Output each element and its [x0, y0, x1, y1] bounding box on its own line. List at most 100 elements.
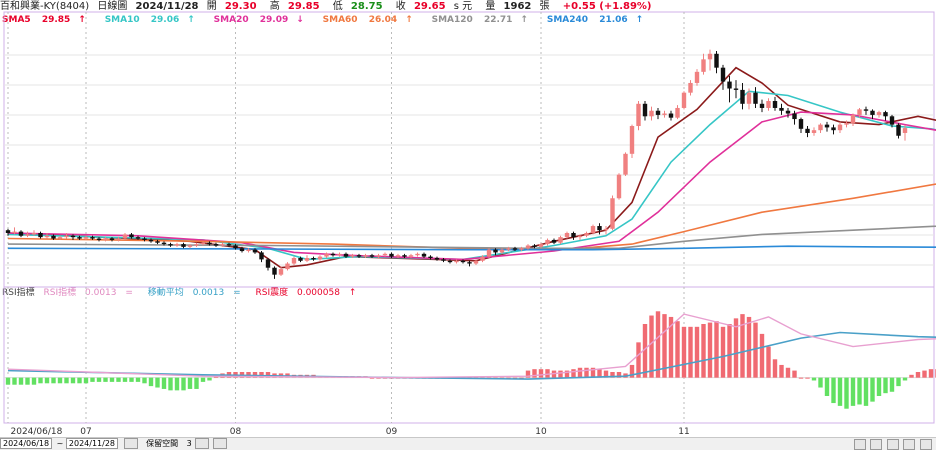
reserve-down-button[interactable] [212, 438, 227, 449]
scroll-left-button[interactable] [886, 439, 899, 450]
candle [220, 242, 225, 247]
candle [44, 232, 50, 239]
indicator-bar [707, 322, 713, 378]
indicator-bar [70, 377, 76, 384]
candle [805, 126, 810, 138]
to-date-field[interactable]: 2024/11/28 [65, 438, 119, 449]
candle [733, 80, 739, 99]
candle [90, 235, 95, 240]
candle [350, 253, 355, 258]
indicator-bar [142, 377, 147, 384]
indicator-title: RSI指標 [2, 288, 35, 298]
candle [649, 106, 654, 121]
candle [714, 51, 719, 74]
indicator-bar [928, 369, 934, 378]
indicator-bar [831, 377, 836, 404]
candle [759, 99, 765, 113]
indicator-bar [51, 377, 56, 384]
indicator-bar [64, 377, 69, 384]
indicator-signal-line [7, 331, 936, 380]
indicator-bar [896, 377, 901, 387]
indicator-bar [688, 326, 693, 378]
candle [213, 242, 219, 247]
candle [402, 253, 407, 258]
candle [655, 107, 661, 120]
ma-line-sma60 [7, 183, 936, 250]
high-label: 高 [269, 1, 280, 12]
candle [824, 121, 830, 132]
indicator-bar [38, 377, 43, 384]
reserve-up-button[interactable] [195, 438, 210, 449]
candle [369, 253, 375, 258]
indicator-bar [187, 377, 193, 389]
candle [129, 232, 134, 239]
price-change: +0.55 (+1.89%) [562, 1, 652, 12]
zoom-out-button[interactable] [870, 439, 883, 450]
indicator-bar [18, 377, 24, 385]
reserve-value[interactable]: 3 [186, 439, 192, 448]
candle [259, 251, 264, 263]
indicator-bar [31, 377, 37, 385]
indicator-bar [681, 326, 687, 378]
indicator-bar [161, 377, 167, 389]
settings-button[interactable] [920, 439, 932, 450]
candle [278, 266, 284, 277]
candle [642, 101, 648, 121]
candle [376, 253, 381, 258]
candle [83, 235, 89, 240]
candle [558, 235, 563, 245]
candle [363, 253, 368, 258]
indicator-bar [824, 377, 830, 396]
candle [525, 244, 531, 250]
candle [252, 248, 258, 254]
indicator-bar [103, 377, 108, 382]
indicator-bar [805, 377, 810, 379]
candle [532, 244, 537, 249]
indicator-bar [194, 377, 199, 389]
candle [636, 101, 641, 131]
indicator-bar [571, 369, 576, 378]
candle [538, 242, 544, 249]
candle [792, 110, 797, 125]
candle [51, 234, 56, 240]
scroll-right-button[interactable] [903, 439, 916, 450]
close-value: 29.65 [413, 1, 446, 12]
candle [766, 98, 771, 111]
candle [116, 237, 121, 242]
indicator-bar [532, 369, 537, 378]
candle [798, 117, 804, 133]
candle [688, 80, 693, 96]
ma-line-sma20 [7, 111, 936, 261]
candle [25, 231, 30, 238]
candle [57, 235, 63, 240]
candle [5, 228, 11, 236]
from-date-field[interactable]: 2024/06/18 [0, 438, 53, 449]
indicator-bar [662, 314, 667, 378]
indicator-bar [12, 377, 17, 385]
indicator-bar [818, 377, 823, 388]
candle [434, 256, 440, 261]
candle [545, 238, 550, 246]
query-button[interactable] [123, 438, 138, 449]
indicator-bar [759, 333, 765, 378]
candle [415, 252, 420, 257]
indicator-bar [525, 370, 531, 378]
indicator-bar [259, 372, 264, 378]
candle [109, 237, 115, 242]
indicator-bar [77, 377, 82, 384]
candle [896, 123, 901, 139]
candle [818, 123, 823, 133]
indicator-bar [785, 367, 791, 378]
indicator-bar [96, 377, 102, 382]
indicator-bar [720, 326, 726, 378]
indicator-bar [174, 377, 180, 391]
candle [785, 107, 791, 118]
indicator-bar [512, 377, 518, 379]
header-bar: 百和興業-KY(8404) 日線圖 2024/11/28 開 29.30 高 2… [0, 0, 936, 13]
candle [447, 259, 453, 264]
indicator-item-avg: 移動平均 0.0013 = [147, 288, 241, 298]
candle [161, 241, 167, 246]
candle [311, 256, 316, 261]
zoom-in-button[interactable] [853, 439, 866, 450]
candle [616, 173, 622, 200]
